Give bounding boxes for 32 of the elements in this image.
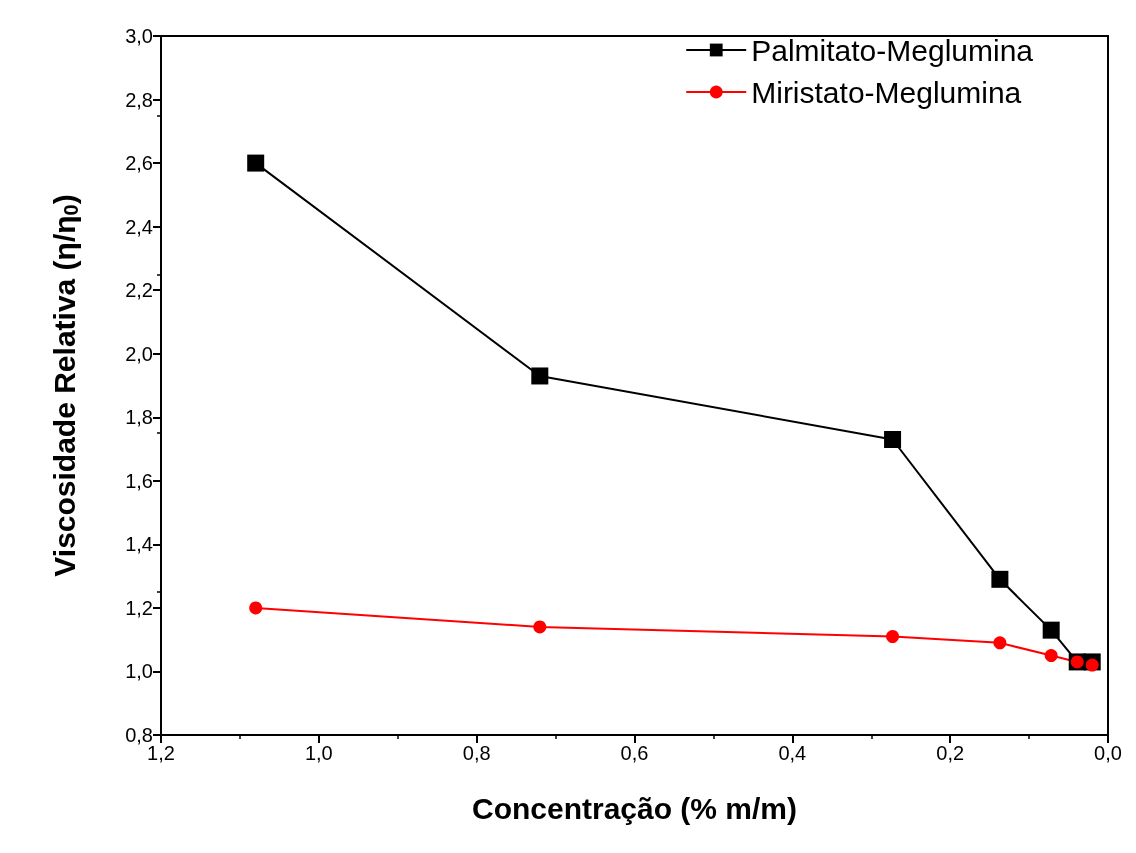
- x-tick-label: 0,4: [778, 742, 807, 764]
- y-tick-label: 2,6: [125, 152, 153, 175]
- y-tick-label: 1,8: [125, 406, 153, 429]
- x-tick-label: 1,0: [304, 742, 333, 764]
- y-tick-label: 2,2: [125, 279, 153, 302]
- point: [1085, 658, 1099, 672]
- y-tick-label: 2,4: [125, 215, 153, 238]
- x-tick-label: 0,6: [620, 742, 649, 764]
- x-tick-label: 0,2: [936, 742, 965, 764]
- y-tick-label: 2,8: [125, 88, 153, 111]
- point: [1044, 649, 1058, 663]
- y-tick-label: 3,0: [125, 25, 153, 47]
- point: [249, 601, 263, 615]
- point: [247, 154, 265, 172]
- point: [884, 431, 902, 449]
- point: [993, 636, 1007, 650]
- legend-label: Palmitato-Meglumina: [751, 33, 1034, 67]
- point: [991, 570, 1009, 588]
- point: [531, 367, 549, 385]
- point: [533, 620, 547, 634]
- x-axis-title: Concentração (% m/m): [471, 791, 798, 825]
- y-tick-label: 2,0: [125, 342, 153, 365]
- point: [1042, 621, 1060, 639]
- y-tick-label: 1,4: [125, 533, 153, 556]
- x-tick-label: 0,0: [1094, 742, 1122, 764]
- x-tick-label: 0,8: [462, 742, 491, 764]
- y-tick-label: 1,0: [125, 660, 153, 683]
- y-axis-title: Viscosidade Relativa (η/η0): [47, 194, 82, 577]
- y-tick-label: 1,2: [125, 596, 153, 619]
- legend-label: Miristato-Meglumina: [751, 75, 1022, 109]
- y-tick-label: 1,6: [125, 469, 153, 492]
- point: [886, 630, 900, 643]
